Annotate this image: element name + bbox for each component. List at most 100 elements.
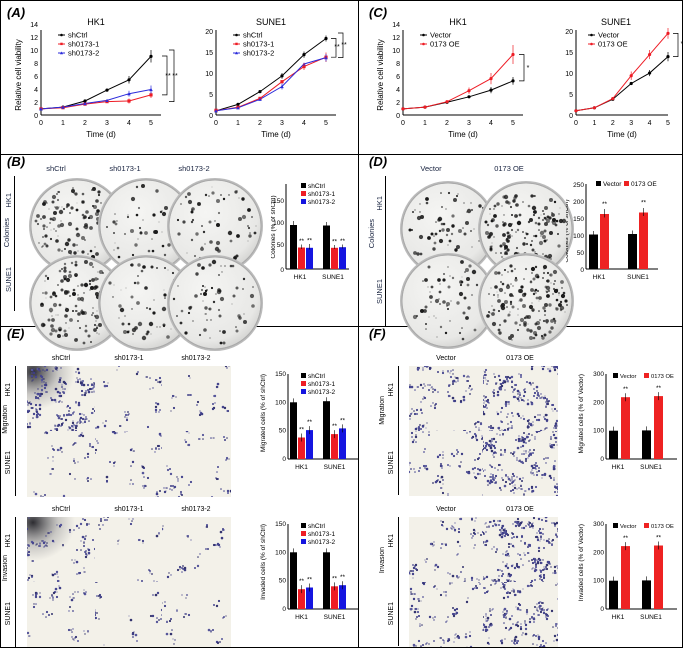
svg-text:8: 8 <box>34 61 38 68</box>
svg-text:12: 12 <box>30 35 38 42</box>
svg-text:10: 10 <box>205 71 213 78</box>
svg-text:HK1: HK1 <box>593 274 606 281</box>
svg-text:SUNE1: SUNE1 <box>627 274 649 281</box>
svg-text:10: 10 <box>392 48 400 55</box>
svg-text:SUNE1: SUNE1 <box>322 274 344 281</box>
svg-text:10: 10 <box>565 71 573 78</box>
svg-text:2: 2 <box>34 100 38 107</box>
svg-text:0: 0 <box>396 113 400 120</box>
svg-text:HK1: HK1 <box>295 614 308 621</box>
svg-text:0: 0 <box>580 267 584 274</box>
svg-text:**: ** <box>299 238 305 245</box>
svg-text:15: 15 <box>565 50 573 57</box>
svg-text:0: 0 <box>282 606 286 613</box>
svg-text:SUNE1: SUNE1 <box>256 17 286 27</box>
svg-text:4: 4 <box>648 120 652 127</box>
svg-text:200: 200 <box>573 199 584 206</box>
svg-text:4: 4 <box>34 87 38 94</box>
svg-text:2: 2 <box>445 120 449 127</box>
svg-text:Time (d): Time (d) <box>607 130 637 139</box>
svg-text:50: 50 <box>277 242 285 249</box>
svg-text:6: 6 <box>34 74 38 81</box>
svg-text:150: 150 <box>573 216 584 223</box>
svg-text:Relative cell viability: Relative cell viability <box>14 39 23 111</box>
svg-text:**: ** <box>165 73 171 80</box>
svg-text:**: ** <box>340 238 346 245</box>
svg-text:**: ** <box>334 44 340 51</box>
svg-text:**: ** <box>341 42 347 49</box>
svg-text:5: 5 <box>324 120 328 127</box>
svg-text:12: 12 <box>392 35 400 42</box>
svg-text:0: 0 <box>209 113 213 120</box>
svg-text:0: 0 <box>600 606 604 613</box>
svg-text:SUNE1: SUNE1 <box>640 464 662 471</box>
svg-text:14: 14 <box>392 22 400 29</box>
svg-text:SUNE1: SUNE1 <box>601 17 631 27</box>
svg-text:2: 2 <box>83 120 87 127</box>
svg-text:HK1: HK1 <box>449 17 467 27</box>
svg-text:5: 5 <box>511 120 515 127</box>
svg-text:0173 OE: 0173 OE <box>631 181 657 188</box>
svg-text:Time (d): Time (d) <box>86 130 116 139</box>
svg-text:5: 5 <box>569 92 573 99</box>
svg-text:HK1: HK1 <box>87 17 105 27</box>
svg-text:*: * <box>527 65 530 72</box>
svg-text:**: ** <box>602 201 608 208</box>
svg-text:20: 20 <box>565 29 573 36</box>
svg-text:0: 0 <box>39 120 43 127</box>
svg-text:Vector: Vector <box>430 31 452 40</box>
svg-text:sh0173-1: sh0173-1 <box>68 40 99 49</box>
svg-text:0173 OE: 0173 OE <box>430 40 460 49</box>
svg-text:1: 1 <box>236 120 240 127</box>
svg-text:20: 20 <box>205 29 213 36</box>
svg-text:4: 4 <box>302 120 306 127</box>
svg-text:0: 0 <box>600 456 604 463</box>
svg-text:HK1: HK1 <box>295 464 308 471</box>
svg-text:5: 5 <box>149 120 153 127</box>
svg-text:SUNE1: SUNE1 <box>324 464 346 471</box>
svg-text:100: 100 <box>573 233 584 240</box>
svg-text:4: 4 <box>396 87 400 94</box>
svg-text:0173 OE: 0173 OE <box>598 40 628 49</box>
svg-text:shCtrl: shCtrl <box>243 31 263 40</box>
svg-text:HK1: HK1 <box>294 274 307 281</box>
svg-text:Colonies (% of shCtrl): Colonies (% of shCtrl) <box>566 199 570 262</box>
svg-text:SUNE1: SUNE1 <box>324 614 346 621</box>
svg-text:shCtrl: shCtrl <box>68 31 88 40</box>
svg-text:2: 2 <box>611 120 615 127</box>
svg-text:Relative cell viability: Relative cell viability <box>376 39 385 111</box>
svg-text:1: 1 <box>61 120 65 127</box>
svg-text:sh0173-2: sh0173-2 <box>68 49 99 58</box>
svg-text:4: 4 <box>489 120 493 127</box>
svg-text:**: ** <box>332 239 338 246</box>
svg-text:HK1: HK1 <box>612 614 625 621</box>
svg-text:3: 3 <box>467 120 471 127</box>
svg-text:2: 2 <box>396 100 400 107</box>
svg-text:3: 3 <box>105 120 109 127</box>
svg-text:0: 0 <box>569 113 573 120</box>
svg-text:6: 6 <box>396 74 400 81</box>
svg-text:14: 14 <box>30 22 38 29</box>
svg-text:sh0173-1: sh0173-1 <box>243 40 274 49</box>
svg-text:sh0173-2: sh0173-2 <box>308 199 335 206</box>
svg-text:0: 0 <box>282 456 286 463</box>
svg-text:Vector: Vector <box>603 181 622 188</box>
svg-text:0: 0 <box>574 120 578 127</box>
svg-text:1: 1 <box>592 120 596 127</box>
svg-text:Vector: Vector <box>598 31 620 40</box>
svg-text:sh0173-1: sh0173-1 <box>308 191 335 198</box>
svg-text:Time (d): Time (d) <box>448 130 478 139</box>
svg-text:shCtrl: shCtrl <box>308 183 326 190</box>
svg-text:SUNE1: SUNE1 <box>640 614 662 621</box>
svg-text:0: 0 <box>401 120 405 127</box>
svg-text:sh0173-2: sh0173-2 <box>243 49 274 58</box>
svg-text:1: 1 <box>423 120 427 127</box>
svg-text:8: 8 <box>396 61 400 68</box>
svg-text:3: 3 <box>280 120 284 127</box>
svg-text:0: 0 <box>214 120 218 127</box>
svg-text:15: 15 <box>205 50 213 57</box>
svg-text:Colonies (% of shCtrl): Colonies (% of shCtrl) <box>271 195 277 258</box>
svg-text:4: 4 <box>127 120 131 127</box>
svg-text:**: ** <box>172 73 178 80</box>
svg-text:2: 2 <box>258 120 262 127</box>
